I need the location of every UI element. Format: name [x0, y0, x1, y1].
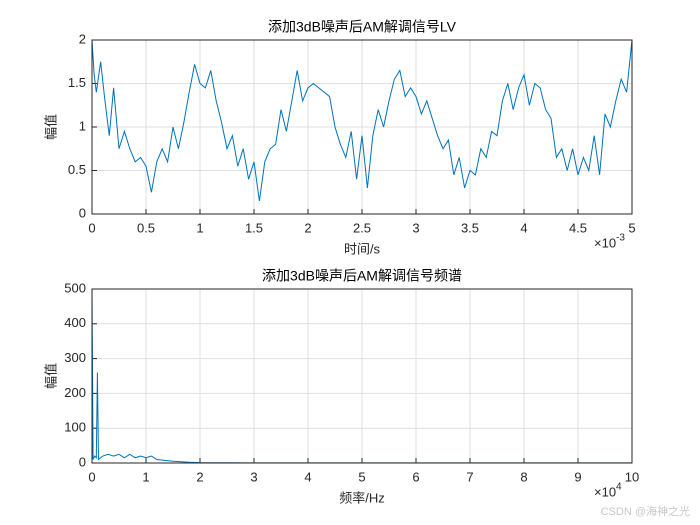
- y-tick-label: 400: [64, 315, 86, 330]
- x-axis-label: 频率/Hz: [339, 490, 385, 505]
- x-tick-label: 0: [88, 469, 95, 484]
- y-tick-label: 0: [79, 205, 86, 220]
- y-tick-label: 2: [79, 31, 86, 46]
- y-tick-label: 200: [64, 385, 86, 400]
- y-tick-label: 1: [79, 118, 86, 133]
- y-tick-label: 100: [64, 420, 86, 435]
- x-tick-label: 0.5: [137, 220, 155, 235]
- x-tick-label: 4.5: [569, 220, 587, 235]
- x-axis-label: 时间/s: [344, 241, 381, 256]
- x-tick-label: 5: [628, 220, 635, 235]
- axes: 0 0.5 1 1.5 2 2.5 3 3.5 4 4.5 5 0 0.5 1 1.5 2 添加3dB噪声后AM…: [43, 19, 635, 257]
- y-tick-label: 500: [64, 280, 86, 295]
- y-axis-label: 幅值: [43, 114, 58, 140]
- x-tick-label: 2: [304, 220, 311, 235]
- x-scale-exponent: 4: [616, 482, 622, 493]
- x-scale-exponent: -3: [616, 233, 625, 244]
- x-tick-label: 0: [88, 220, 95, 235]
- x-scale-base: ×10: [594, 484, 616, 499]
- plot-lines: [92, 289, 632, 463]
- x-tick-label: 3: [412, 220, 419, 235]
- axes: 0 1 2 3 4 5 6 7 8 9 100100200300400500添加3dB噪声后AM解调…: [43, 268, 639, 506]
- x-tick-label: 4: [520, 220, 527, 235]
- signal-line: [92, 40, 632, 202]
- x-tick-label: 3: [250, 469, 257, 484]
- x-tick-label: 3.5: [461, 220, 479, 235]
- x-tick-label: 5: [358, 469, 365, 484]
- x-tick-label: 1.5: [245, 220, 263, 235]
- chart-title: 添加3dB噪声后AM解调信号LV: [268, 19, 457, 35]
- axes-border: [91, 288, 633, 464]
- x-tick-label: 2: [196, 469, 203, 484]
- x-tick-label: 7: [466, 469, 473, 484]
- x-tick-label: 8: [520, 469, 527, 484]
- x-tick-label: 4: [304, 469, 311, 484]
- x-tick-label: 1: [196, 220, 203, 235]
- x-scale-base: ×10: [594, 235, 616, 250]
- x-tick-label: 1: [142, 469, 149, 484]
- signal-line: [92, 289, 632, 463]
- watermark: CSDN @海神之光: [601, 504, 690, 518]
- plot-lines: [92, 40, 632, 202]
- y-tick-label: 1.5: [68, 75, 86, 90]
- x-tick-label: 2.5: [353, 220, 371, 235]
- x-tick-label: 9: [574, 469, 581, 484]
- y-tick-label: 300: [64, 350, 86, 365]
- x-tick-label: 10: [625, 469, 639, 484]
- axes-border: [91, 39, 633, 215]
- chart-title: 添加3dB噪声后AM解调信号频谱: [262, 268, 462, 284]
- y-tick-label: 0.5: [68, 162, 86, 177]
- y-tick-label: 0: [79, 454, 86, 469]
- y-axis-label: 幅值: [43, 363, 58, 389]
- x-tick-label: 6: [412, 469, 419, 484]
